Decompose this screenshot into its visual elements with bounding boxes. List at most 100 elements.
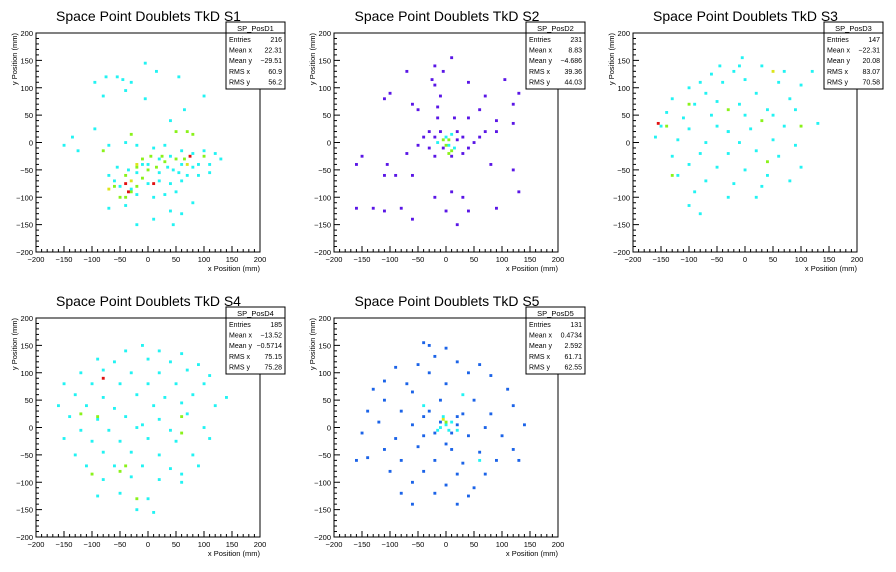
x-axis-label: x Position (mm)	[506, 264, 559, 273]
data-cell	[62, 382, 66, 386]
data-cell	[754, 195, 758, 199]
data-cell	[441, 69, 445, 73]
stats-label: Entries	[229, 322, 251, 329]
data-cell	[141, 423, 144, 427]
y-tick-label: 50	[323, 111, 331, 120]
y-tick-label: −50	[318, 166, 331, 175]
data-cell	[483, 426, 487, 429]
x-tick-label: 100	[198, 255, 211, 264]
data-cell	[388, 469, 392, 473]
stats-value: 2.592	[564, 343, 582, 350]
data-cell	[439, 130, 442, 134]
data-cell	[383, 448, 386, 451]
data-cell	[135, 223, 139, 227]
x-tick-label: 100	[795, 255, 808, 264]
plot-frame	[333, 32, 559, 253]
data-cell	[169, 209, 172, 213]
data-cell	[444, 423, 448, 427]
data-cell	[766, 108, 769, 112]
stats-value: −29.51	[260, 58, 282, 65]
x-tick-label: −50	[114, 255, 127, 264]
stats-label: RMS x	[827, 69, 849, 76]
data-cell	[62, 437, 66, 440]
stats-label: Mean y	[529, 343, 552, 350]
y-tick-label: 100	[20, 369, 33, 378]
data-cell	[710, 72, 713, 76]
data-cell	[461, 152, 465, 155]
data-cell	[146, 437, 150, 440]
data-cell	[113, 179, 116, 183]
x-tick-label: 100	[198, 540, 211, 549]
y-tick-label: 200	[318, 314, 331, 323]
data-cell	[467, 116, 470, 120]
data-cell	[436, 116, 440, 120]
y-tick-label: −100	[16, 478, 33, 487]
data-cell	[439, 420, 442, 424]
x-tick-label: −50	[412, 540, 425, 549]
data-cell	[715, 124, 719, 128]
panels: Space Point Doublets TkD S1 −200 −150 −100 −…	[10, 8, 884, 558]
data-cell	[433, 354, 437, 358]
data-cell	[96, 494, 100, 498]
data-cell	[141, 464, 144, 468]
data-cell	[472, 141, 476, 144]
data-cell	[411, 173, 414, 177]
data-cell	[160, 154, 164, 158]
data-cell	[101, 376, 105, 380]
data-cell	[687, 86, 691, 90]
data-cell	[141, 176, 144, 180]
data-cell	[213, 152, 217, 155]
data-cell	[129, 371, 133, 375]
data-cell	[433, 458, 437, 462]
stats-label: Mean x	[529, 333, 552, 340]
data-cell	[124, 349, 128, 353]
x-tick-label: −150	[354, 255, 371, 264]
data-cell	[96, 415, 100, 419]
data-cell	[208, 163, 212, 166]
data-cell	[405, 152, 409, 155]
stats-value: 75.15	[264, 354, 282, 361]
data-cell	[157, 478, 161, 481]
y-axis-label: y Position (mm)	[10, 318, 19, 371]
data-cell	[118, 469, 122, 473]
data-cell	[185, 412, 189, 416]
data-cell	[467, 146, 470, 150]
y-tick-label: −50	[617, 166, 630, 175]
data-cell	[444, 209, 448, 213]
stats-value: 0.4734	[561, 333, 583, 340]
data-cell	[143, 97, 147, 101]
data-cell	[467, 494, 470, 498]
data-cell	[472, 486, 476, 490]
x-tick-label: −100	[382, 255, 399, 264]
data-cell	[174, 130, 178, 134]
data-cell	[202, 382, 206, 386]
data-cell	[478, 450, 482, 454]
data-cell	[71, 135, 74, 139]
data-cell	[659, 124, 663, 128]
data-cell	[399, 206, 403, 210]
data-cell	[461, 461, 465, 465]
data-cell	[124, 141, 128, 144]
data-cell	[439, 94, 442, 98]
data-cell	[416, 363, 420, 367]
y-tick-label: −50	[318, 451, 331, 460]
data-cell	[141, 344, 144, 347]
data-cell	[355, 163, 358, 166]
data-cell	[441, 415, 445, 419]
data-cell	[163, 160, 167, 164]
data-cell	[698, 152, 702, 155]
data-cell	[141, 157, 144, 161]
data-cell	[202, 149, 206, 153]
data-cell	[388, 91, 392, 95]
data-cell	[124, 173, 128, 177]
data-cell	[743, 78, 747, 82]
data-cell	[177, 75, 181, 79]
data-cell	[107, 143, 111, 147]
y-tick-label: 150	[20, 341, 33, 350]
data-cell	[455, 223, 459, 227]
data-cell	[439, 398, 442, 402]
data-cell	[495, 206, 498, 210]
data-cell	[489, 374, 493, 377]
data-cell	[740, 56, 744, 60]
plot-frame	[632, 32, 858, 253]
